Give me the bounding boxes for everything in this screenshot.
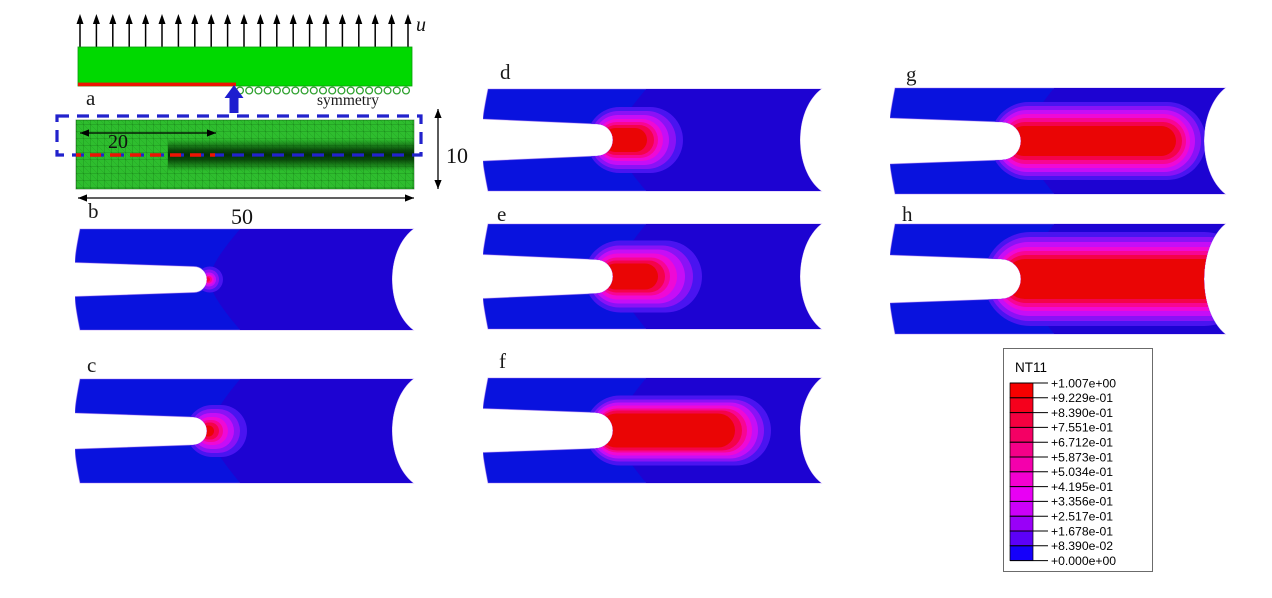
- legend-band: [1009, 441, 1034, 458]
- legend-band: [1009, 412, 1034, 428]
- legend-tick-value: +5.034e-01: [1051, 465, 1113, 479]
- warm-blue-zone: [210, 379, 413, 483]
- legend-band: [1009, 545, 1034, 561]
- legend-tick-value: +6.712e-01: [1051, 436, 1113, 450]
- damage-zone-layer: [599, 413, 735, 448]
- legend-colorbar: NT11 +1.007e+00+9.229e-01+8.390e-01+7.55…: [1009, 360, 1116, 568]
- contour-panel-c: [75, 378, 415, 484]
- legend-tick-value: +7.551e-01: [1051, 421, 1113, 435]
- dim-width-label: 50: [231, 204, 253, 229]
- contour-panel-b: [75, 228, 415, 331]
- legend-tick-value: +8.390e-02: [1051, 539, 1113, 553]
- dim-height-label: 10: [446, 143, 468, 168]
- legend-band: [1009, 486, 1034, 502]
- legend-band: [1009, 427, 1034, 443]
- panel-label-e: e: [497, 202, 507, 226]
- load-arrows-icon: [76, 14, 412, 47]
- loaded-plate: [77, 46, 413, 87]
- legend-band: [1009, 530, 1034, 547]
- contour-legend: NT11 +1.007e+00 +9.229e-01 +8.390e-01 +7.55…: [1003, 348, 1153, 572]
- dim-crack-label: 20: [108, 131, 128, 153]
- legend-band: [1009, 456, 1034, 473]
- submodel-dashed-outline: [55, 114, 423, 157]
- legend-tick-value: +1.678e-01: [1051, 524, 1113, 538]
- legend-tick-value: +0.000e+00: [1051, 554, 1116, 568]
- damage-zone-layer: [205, 277, 210, 282]
- damage-zone-layer: [603, 128, 647, 152]
- panel-label-f: f: [499, 349, 506, 373]
- damage-zone-layer: [1009, 126, 1176, 156]
- warm-blue-zone: [210, 229, 413, 330]
- legend-tick-value: +9.229e-01: [1051, 391, 1113, 405]
- damage-zone-layer: [602, 263, 658, 290]
- legend-tick-value: +1.007e+00: [1051, 376, 1116, 390]
- legend-band: [1009, 515, 1034, 532]
- contour-panel-g: [890, 87, 1227, 195]
- crack-tip-arrow-icon: [224, 85, 244, 113]
- legend-tick-value: +3.356e-01: [1051, 495, 1113, 509]
- legend-tick-value: +8.390e-01: [1051, 406, 1113, 420]
- legend-tick-value: +2.517e-01: [1051, 510, 1113, 524]
- contour-panel-d: [483, 88, 823, 192]
- panel-label-b: b: [88, 199, 99, 223]
- damage-zone-layer: [202, 425, 214, 437]
- panel-label-g: g: [906, 62, 917, 86]
- legend-band: [1009, 471, 1034, 487]
- panel-label-a: a: [86, 86, 96, 110]
- schematic-panel-a: u symmetry 20 50 10: [55, 14, 468, 229]
- damage-zone-layer: [1005, 259, 1225, 299]
- panel-label-h: h: [902, 202, 913, 226]
- legend-band: [1009, 397, 1034, 413]
- legend-title: NT11: [1015, 360, 1047, 375]
- legend-band: [1009, 501, 1034, 517]
- legend-band: [1009, 382, 1034, 399]
- contour-panel-h: [890, 223, 1227, 335]
- contour-panel-f: [483, 377, 823, 484]
- legend-bands: +1.007e+00+9.229e-01+8.390e-01+7.551e-01…: [1009, 376, 1116, 568]
- symmetry-label: symmetry: [317, 92, 379, 109]
- legend-tick-value: +4.195e-01: [1051, 480, 1113, 494]
- panel-label-c: c: [87, 353, 97, 377]
- legend-tick-value: +5.873e-01: [1051, 450, 1113, 464]
- displacement-label: u: [416, 14, 426, 36]
- panel-label-d: d: [500, 60, 511, 84]
- dimension-arrows-icon: [78, 109, 442, 202]
- crack-line: [78, 82, 236, 87]
- contour-panel-e: [483, 223, 823, 330]
